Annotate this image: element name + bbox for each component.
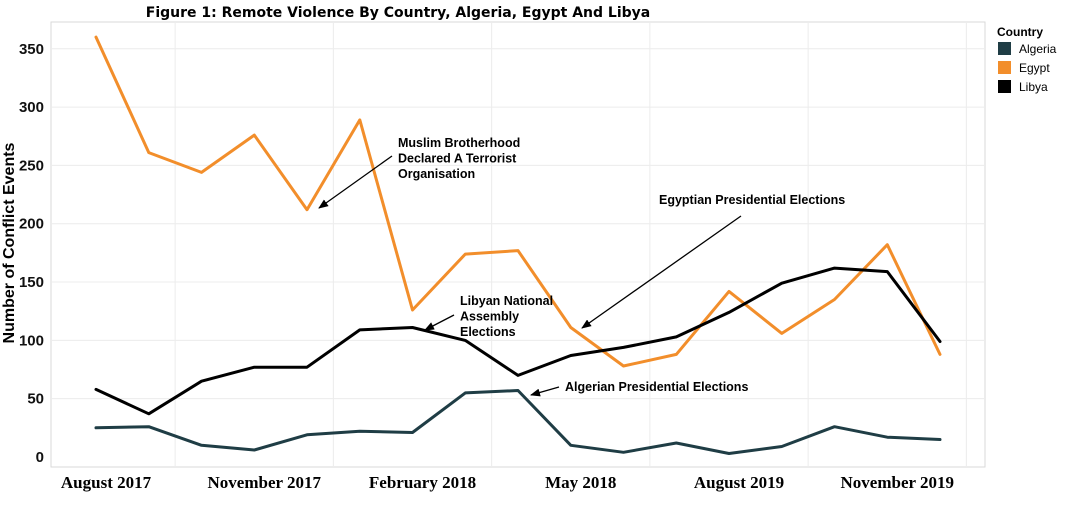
x-tick-label-5: November 2019 (841, 473, 954, 492)
legend-label-libya: Libya (1019, 80, 1048, 94)
series-line-libya (94, 266, 942, 416)
annotation-libya-line-2: Elections (460, 325, 516, 339)
y-tick-label-150: 150 (19, 274, 44, 291)
legend-label-algeria: Algeria (1019, 42, 1057, 56)
x-tick-label-2: February 2018 (369, 473, 476, 492)
x-axis-ticks: August 2017 November 2017 February 2018 May… (61, 473, 954, 492)
legend-title: Country (997, 25, 1043, 39)
annotation-algeria-line-0: Algerian Presidential Elections (565, 380, 748, 394)
annotation-mb-line-0: Muslim Brotherhood (398, 136, 520, 150)
y-tick-label-300: 300 (19, 99, 44, 116)
y-axis-ticks: 0 50 100 150 200 250 300 350 (19, 41, 44, 466)
y-tick-label-250: 250 (19, 157, 44, 174)
y-axis-label: Number of Conflict Events (1, 142, 18, 343)
annotation-libya-line-1: Assembly (460, 310, 519, 324)
y-tick-label-200: 200 (19, 216, 44, 233)
annotation-egypt-line-0: Egyptian Presidential Elections (659, 193, 845, 207)
annotation-arrow-libya (424, 314, 455, 331)
series-line-egypt (94, 35, 942, 368)
annotation-algeria: Algerian Presidential Elections (565, 380, 748, 394)
annotation-arrow-algeria (530, 386, 560, 397)
legend-swatch-libya (998, 80, 1011, 93)
annotations: Muslim Brotherhood Declared A Terrorist Or… (318, 136, 845, 397)
annotation-mb-line-1: Declared A Terrorist (398, 152, 517, 166)
series-lines (94, 35, 942, 455)
annotation-egypt: Egyptian Presidential Elections (659, 193, 845, 207)
y-tick-label-100: 100 (19, 332, 44, 349)
legend: Country Algeria Egypt Libya (997, 25, 1057, 94)
legend-label-egypt: Egypt (1019, 61, 1050, 75)
annotation-mb-line-2: Organisation (398, 167, 475, 181)
legend-swatch-egypt (998, 61, 1011, 74)
x-tick-label-0: August 2017 (61, 473, 152, 492)
x-tick-label-4: August 2019 (694, 473, 784, 492)
x-tick-label-3: May 2018 (545, 473, 616, 492)
x-tick-label-1: November 2017 (208, 473, 322, 492)
y-tick-label-50: 50 (27, 391, 44, 408)
annotation-libya: Libyan National Assembly Elections (460, 294, 553, 339)
y-tick-label-0: 0 (36, 449, 44, 466)
annotation-mb: Muslim Brotherhood Declared A Terrorist Or… (398, 136, 520, 181)
series-line-algeria (94, 389, 942, 455)
chart-title: Figure 1: Remote Violence By Country, Al… (146, 5, 650, 21)
grid (51, 22, 985, 467)
y-tick-label-350: 350 (19, 41, 44, 58)
annotation-libya-line-0: Libyan National (460, 294, 553, 308)
plot-frame (50, 21, 986, 468)
annotation-arrow-egypt (581, 215, 742, 329)
legend-swatch-algeria (998, 42, 1011, 55)
annotation-arrow-mb (318, 155, 393, 209)
